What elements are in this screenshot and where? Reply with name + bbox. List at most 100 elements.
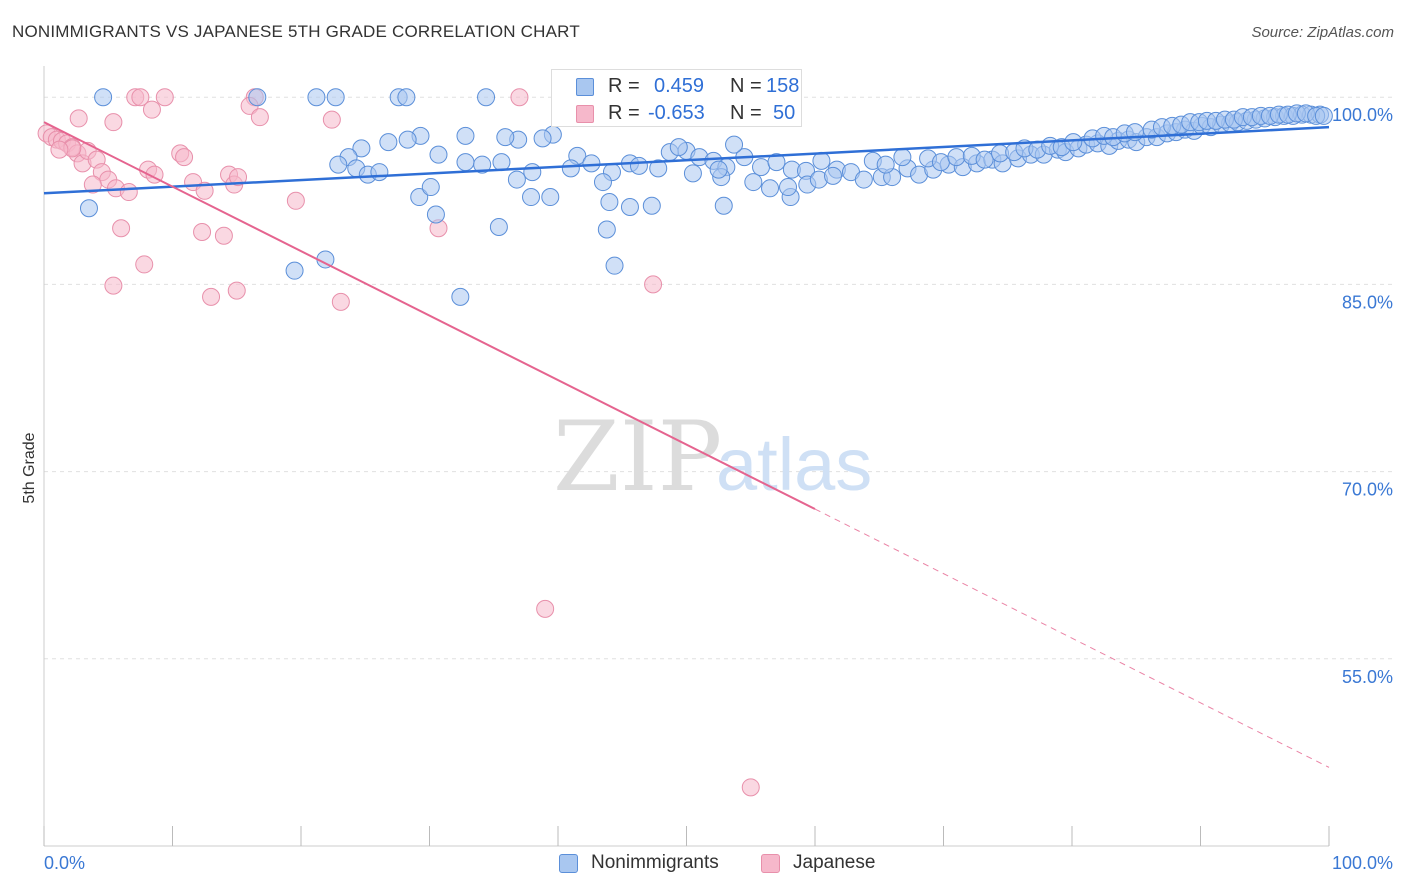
chart-title: NONIMMIGRANTS VS JAPANESE 5TH GRADE CORR…: [12, 22, 580, 41]
nonimmigrants-point: [477, 88, 496, 107]
nonimmigrants-point: [761, 179, 780, 198]
nonimmigrants-point: [248, 88, 267, 107]
r-value: 0.459: [654, 75, 705, 97]
nonimmigrants-point: [451, 287, 470, 306]
nonimmigrants-point: [370, 163, 389, 182]
y-tick-label: 55.0%: [1342, 667, 1393, 687]
nonimmigrants-point: [421, 178, 440, 197]
nonimmigrants-point: [398, 130, 417, 149]
japanese-point: [142, 100, 161, 119]
nonimmigrants-point: [752, 158, 771, 177]
japanese-point: [227, 281, 246, 300]
nonimmigrants-point: [426, 205, 445, 224]
nonimmigrants-point: [812, 151, 831, 170]
japanese-point: [644, 275, 663, 294]
japanese-point: [104, 113, 123, 132]
y-tick-label: 85.0%: [1342, 292, 1393, 312]
nonimmigrants-point: [597, 220, 616, 239]
japanese-point: [510, 88, 529, 107]
japanese-point: [214, 226, 233, 245]
n-value: 158: [766, 75, 800, 97]
nonimmigrants-point: [429, 145, 448, 164]
nonimmigrants-point: [307, 88, 326, 107]
japanese-point: [135, 255, 154, 274]
japanese-swatch: [576, 105, 594, 123]
nonimmigrants-point: [285, 261, 304, 280]
nonimmigrants-point: [79, 199, 98, 218]
japanese-point: [202, 287, 221, 306]
nonimmigrants-point: [600, 193, 619, 212]
nonimmigrants-point: [642, 196, 661, 215]
japanese-point: [69, 109, 88, 128]
japanese-legend-swatch: [761, 854, 780, 873]
nonimmigrants-point: [620, 198, 639, 217]
n-label: N =: [730, 102, 762, 124]
stats-legend: R = 0.459 N = 158 R = -0.653 N = 50: [551, 69, 802, 127]
nonimmigrants-legend-label: Nonimmigrants: [591, 852, 719, 873]
nonimmigrants-point: [456, 126, 475, 145]
n-value: 50: [773, 102, 796, 124]
nonimmigrants-point: [410, 188, 429, 207]
japanese-point: [104, 276, 123, 295]
japanese-point: [250, 108, 269, 127]
r-value: -0.653: [648, 102, 705, 124]
nonimmigrants-point: [329, 155, 348, 174]
nonimmigrants-point: [683, 164, 702, 183]
nonimmigrants-point: [523, 163, 542, 182]
nonimmigrants-point: [522, 188, 541, 207]
japanese-point: [83, 175, 102, 194]
nonimmigrants-point: [492, 153, 511, 172]
chart-source: Source: ZipAtlas.com: [1251, 24, 1394, 41]
nonimmigrants-point: [975, 150, 994, 169]
x-tick-label: 0.0%: [44, 853, 85, 873]
nonimmigrants-point: [496, 128, 515, 147]
nonimmigrants-point: [947, 148, 966, 167]
japanese-point: [155, 88, 174, 107]
n-label: N =: [730, 75, 762, 97]
watermark-atlas: atlas: [716, 423, 872, 506]
japanese-point: [50, 140, 69, 159]
nonimmigrants-point: [854, 170, 873, 189]
y-tick-label: 70.0%: [1342, 480, 1393, 500]
nonimmigrants-point: [582, 154, 601, 173]
tick-labels: 100.0% 85.0% 70.0% 55.0% 0.0% 100.0%: [44, 105, 1393, 873]
nonimmigrants-point: [823, 166, 842, 185]
nonimmigrants-trend-line: [43, 125, 1330, 195]
nonimmigrants-point: [1064, 133, 1083, 152]
nonimmigrants-point: [931, 153, 950, 172]
nonimmigrants-point: [744, 173, 763, 192]
japanese-point: [331, 292, 350, 311]
japanese-points: [37, 88, 760, 797]
nonimmigrants-point: [352, 139, 371, 158]
nonimmigrants-point: [94, 88, 113, 107]
nonimmigrants-points: [79, 88, 1333, 306]
nonimmigrants-swatch: [576, 78, 594, 96]
japanese-point: [286, 191, 305, 210]
x-tick-label: 100.0%: [1332, 853, 1393, 873]
japanese-point: [741, 778, 760, 797]
nonimmigrants-point: [876, 155, 895, 174]
nonimmigrants-point: [649, 159, 668, 178]
nonimmigrants-point: [1314, 106, 1333, 125]
nonimmigrants-point: [541, 188, 560, 207]
nonimmigrants-point: [767, 153, 786, 172]
nonimmigrants-point: [669, 138, 688, 157]
japanese-point: [229, 168, 248, 187]
r-label: R =: [608, 102, 640, 124]
japanese-legend-label: Japanese: [793, 852, 876, 873]
nonimmigrants-point: [629, 156, 648, 175]
watermark-zip: ZIP: [553, 401, 722, 513]
r-label: R =: [608, 75, 640, 97]
japanese-point: [536, 599, 555, 618]
japanese-point: [175, 148, 194, 167]
nonimmigrants-legend-swatch: [559, 854, 578, 873]
nonimmigrants-point: [507, 170, 526, 189]
nonimmigrants-point: [326, 88, 345, 107]
nonimmigrants-point: [379, 133, 398, 152]
nonimmigrants-point: [533, 129, 552, 148]
nonimmigrants-point: [714, 196, 733, 215]
nonimmigrants-point: [893, 148, 912, 167]
japanese-point: [195, 181, 214, 200]
japanese-point: [193, 222, 212, 241]
